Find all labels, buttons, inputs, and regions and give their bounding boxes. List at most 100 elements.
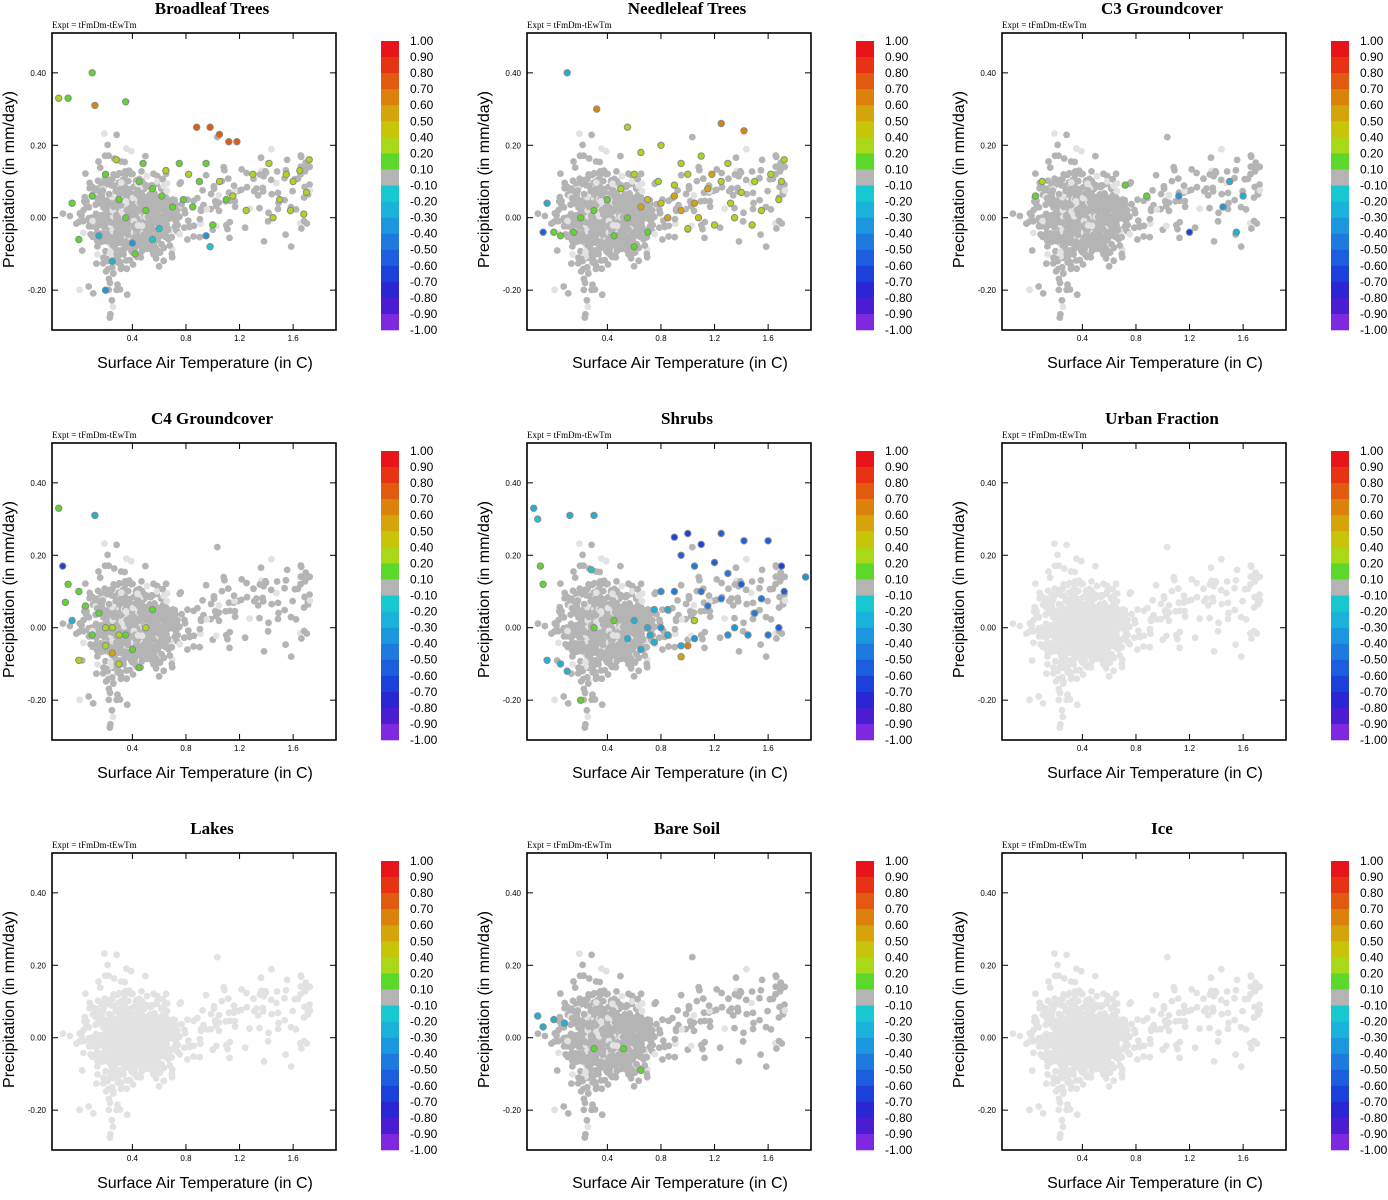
background-point [160, 182, 168, 190]
background-point [82, 580, 89, 587]
background-point [772, 163, 780, 171]
background-point [1060, 203, 1068, 211]
x-tick-label: 1.2 [234, 334, 246, 343]
background-point [1136, 222, 1143, 230]
colorbar-swatch [381, 57, 399, 74]
background-point [300, 604, 308, 611]
colored-point [155, 224, 163, 233]
colored-point [276, 195, 284, 204]
background-point [142, 152, 149, 160]
background-point [215, 199, 223, 207]
background-point [123, 675, 131, 683]
background-point [122, 608, 130, 615]
background-point [89, 700, 97, 707]
colorbar-level-label: -0.90 [410, 717, 438, 731]
colored-point [282, 170, 291, 179]
background-point [569, 587, 577, 595]
colorbar-swatch [381, 185, 399, 202]
background-point [108, 706, 116, 714]
background-point [1126, 213, 1133, 221]
background-point [602, 557, 610, 565]
background-point [635, 182, 643, 190]
background-point [1042, 185, 1050, 193]
colored-point [704, 185, 712, 193]
colored-point [175, 159, 184, 168]
colorbar-level-label: -0.50 [410, 653, 438, 667]
colored-point [233, 138, 241, 146]
background-point [1212, 167, 1219, 175]
background-point [94, 177, 102, 185]
background-point [250, 585, 257, 593]
background-point [1083, 233, 1091, 241]
colorbar-level-label: -0.10 [410, 589, 438, 603]
background-point [706, 613, 714, 621]
background-point [613, 168, 620, 175]
background-point [1058, 296, 1066, 304]
background-point [1073, 291, 1081, 299]
colored-point [751, 177, 759, 186]
background-point [555, 627, 562, 635]
background-point [561, 589, 569, 597]
colorbar-swatch [381, 547, 399, 564]
background-point [1248, 225, 1255, 232]
background-point [142, 591, 149, 599]
background-point [740, 619, 747, 627]
background-point [772, 152, 780, 159]
colorbar-swatch [856, 265, 874, 283]
background-point [748, 589, 755, 597]
background-point [651, 213, 658, 221]
background-point [152, 254, 160, 262]
background-point [101, 130, 108, 138]
background-point [1100, 242, 1108, 250]
colorbar-swatch [856, 169, 874, 186]
colorbar-level-label: 0.80 [410, 66, 434, 80]
background-point [625, 226, 632, 233]
background-point [1060, 155, 1068, 162]
background-point [1149, 187, 1156, 194]
background-point [735, 238, 743, 245]
colored-point [630, 243, 638, 251]
colorbar-level-label: 0.10 [885, 162, 909, 176]
background-point [591, 258, 599, 266]
colorbar-swatch [1331, 73, 1349, 90]
background-point [306, 181, 313, 189]
colorbar-level-label: 0.60 [1360, 98, 1384, 112]
colorbar-swatch [381, 451, 399, 468]
background-point [685, 185, 693, 193]
background-point [1102, 254, 1110, 262]
colored-point [684, 224, 692, 233]
background-point [764, 597, 771, 605]
colorbar-swatch [1331, 41, 1349, 58]
background-point [87, 231, 94, 238]
background-point [73, 630, 80, 637]
colorbar-swatch [381, 563, 399, 580]
colored-point [108, 257, 117, 265]
background-point [1210, 238, 1218, 245]
colored-point [148, 605, 157, 614]
background-point [80, 616, 87, 624]
background-point [1016, 212, 1024, 220]
y-tick-label: 0.40 [980, 69, 996, 78]
background-point [656, 616, 663, 624]
background-point [1093, 172, 1101, 180]
background-point [163, 209, 170, 217]
background-point [701, 234, 708, 242]
background-point [618, 582, 626, 590]
colored-point [101, 170, 110, 179]
background-point [109, 303, 117, 311]
background-point [268, 145, 275, 153]
background-point [1233, 156, 1241, 164]
background-point [297, 562, 305, 569]
colored-point [767, 170, 775, 179]
x-axis-label: Surface Air Temperature (in C) [97, 765, 313, 782]
background-point [153, 588, 161, 595]
colorbar-swatch [381, 105, 399, 122]
background-point [589, 281, 596, 289]
background-point [114, 691, 121, 699]
background-point [123, 616, 131, 624]
colored-point [222, 195, 230, 204]
background-point [639, 636, 647, 644]
background-point [729, 602, 737, 609]
colored-point [61, 598, 70, 607]
background-point [743, 555, 750, 563]
